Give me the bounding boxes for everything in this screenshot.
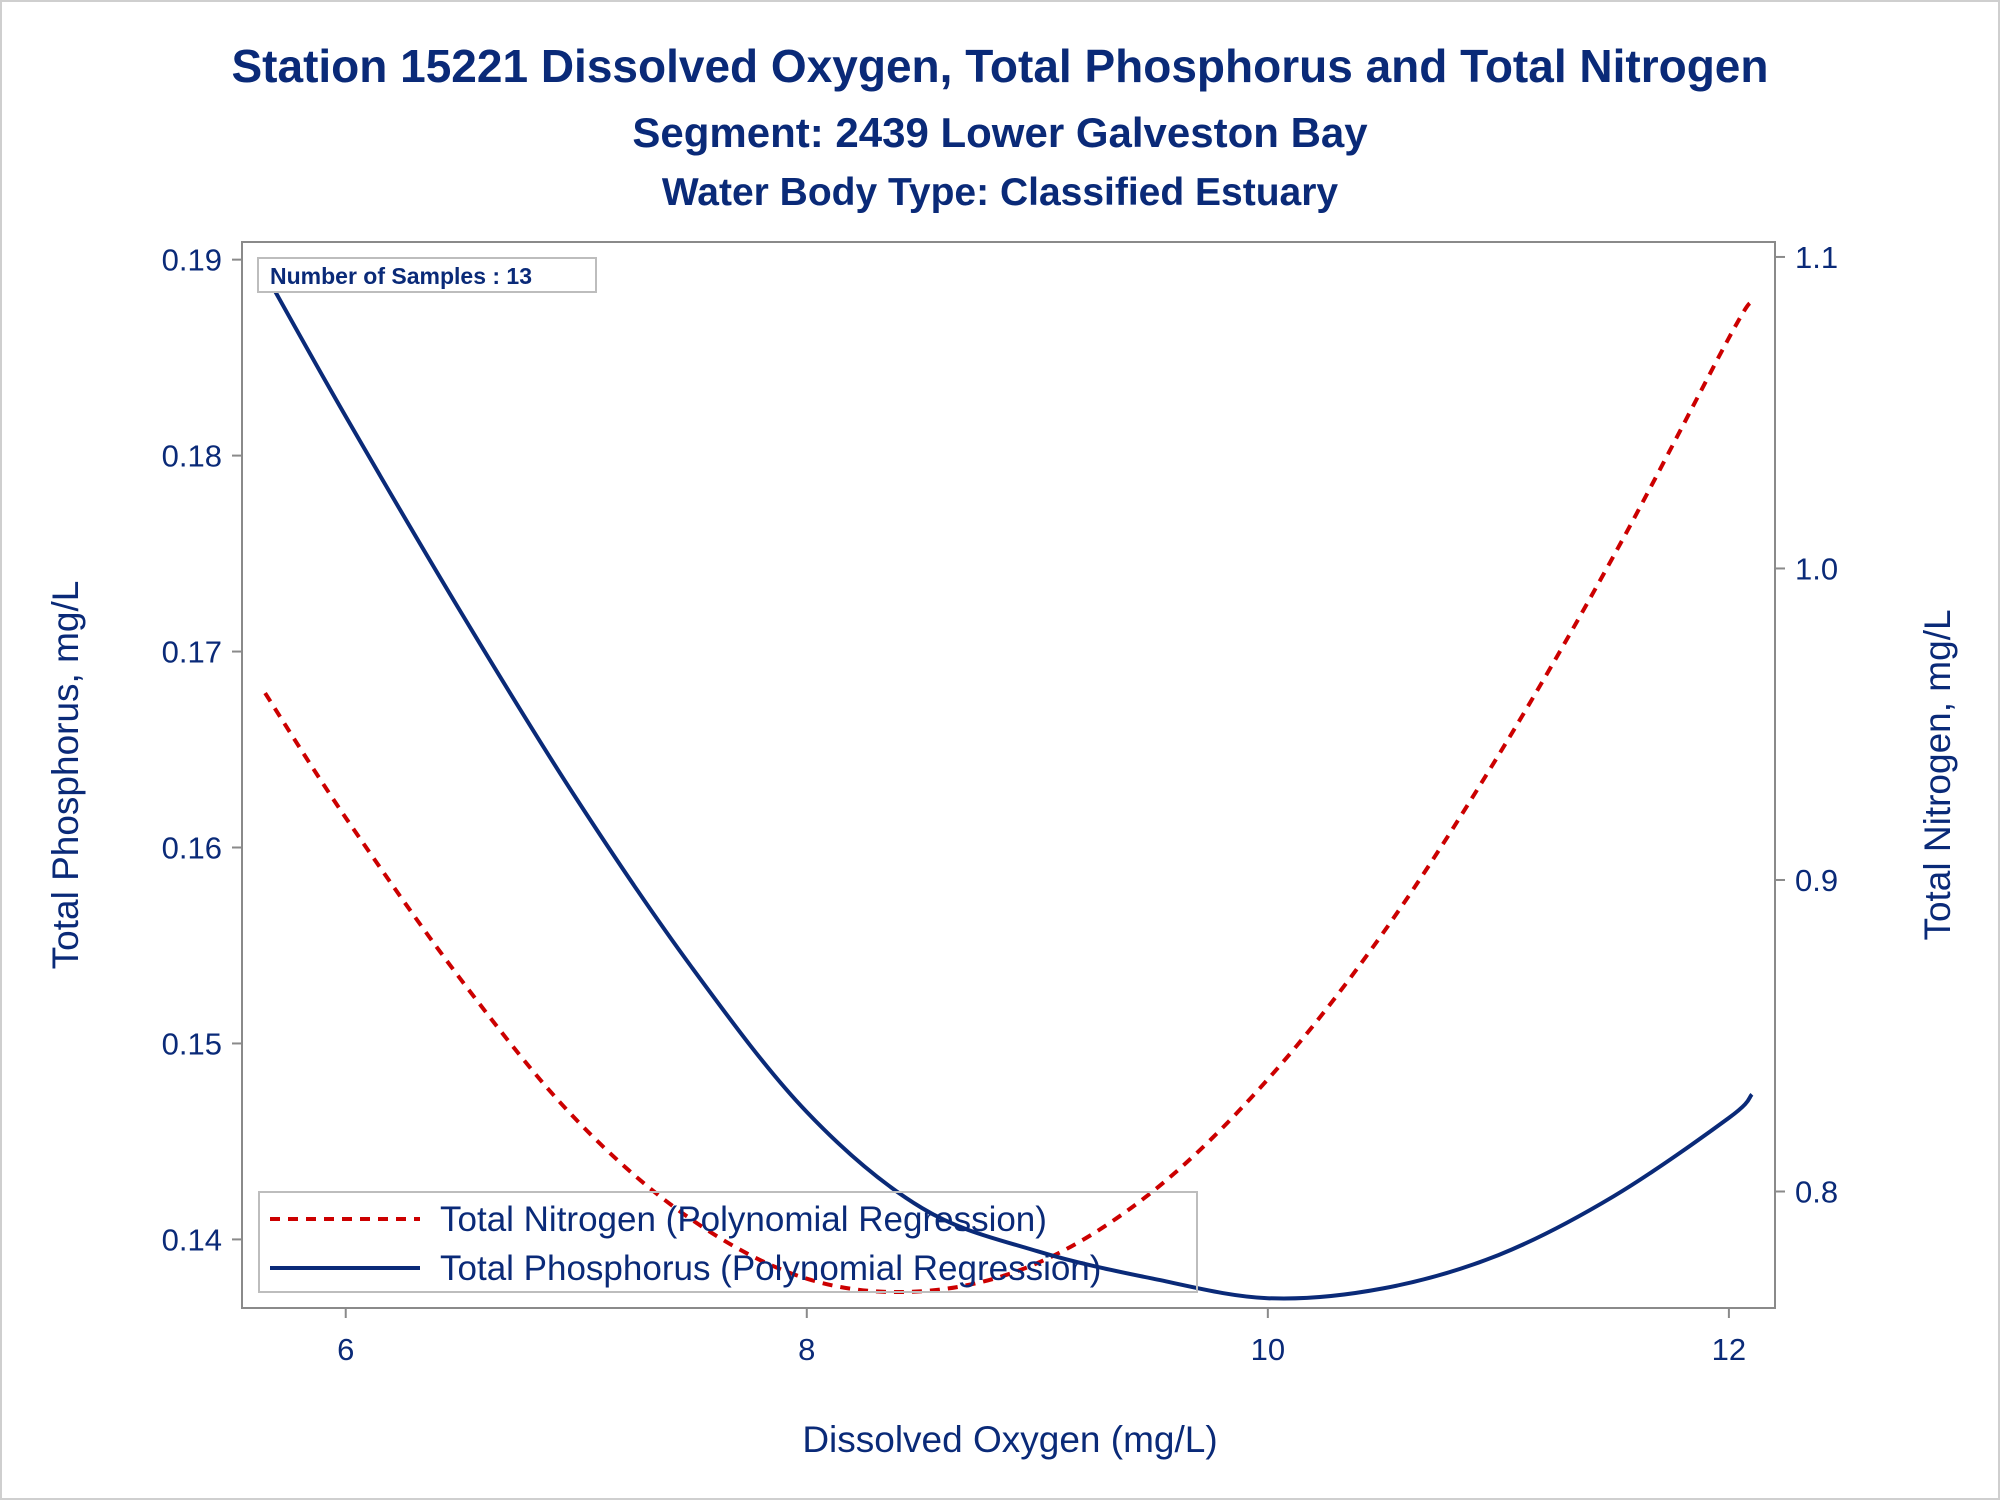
- y-left-tick-label: 0.18: [162, 439, 222, 474]
- x-tick-label: 8: [798, 1332, 815, 1367]
- x-axis-label: Dissolved Oxygen (mg/L): [802, 1419, 1217, 1460]
- y-left-tick-label: 0.14: [162, 1222, 222, 1257]
- series-layer: [263, 272, 1754, 1301]
- y-axis-left: 0.14 0.15 0.16 0.17 0.18 0.19: [162, 243, 242, 1257]
- y-right-tick-label: 0.8: [1795, 1174, 1838, 1209]
- y-axis-right: 0.8 0.9 1.0 1.1: [1775, 240, 1838, 1209]
- y-right-tick-label: 0.9: [1795, 863, 1838, 898]
- x-tick-label: 10: [1251, 1332, 1285, 1367]
- sample-count-box: Number of Samples : 13: [257, 257, 597, 293]
- x-tick-label: 12: [1712, 1332, 1746, 1367]
- series-line-total-nitrogen: [263, 299, 1754, 1295]
- sample-count-text: Number of Samples : 13: [270, 263, 532, 289]
- x-tick-label: 6: [337, 1332, 354, 1367]
- y-axis-right-label: Total Nitrogen, mg/L: [1917, 609, 1958, 940]
- legend: Total Nitrogen (Polynomial Regression) T…: [258, 1191, 1198, 1293]
- chart-subtitle: Segment: 2439 Lower Galveston Bay: [632, 109, 1368, 156]
- x-axis: 6 8 10 12: [337, 1308, 1746, 1367]
- plot-area: [241, 241, 1776, 1309]
- y-left-tick-label: 0.16: [162, 831, 222, 866]
- legend-label-total-phosphorus: Total Phosphorus (Polynomial Regression): [440, 1249, 1101, 1288]
- y-right-tick-label: 1.1: [1795, 240, 1838, 275]
- chart-title: Station 15221 Dissolved Oxygen, Total Ph…: [231, 40, 1768, 92]
- chart-subtitle-2: Water Body Type: Classified Estuary: [662, 171, 1338, 214]
- y-right-tick-label: 1.0: [1795, 551, 1838, 586]
- series-line-total-phosphorus: [263, 272, 1754, 1301]
- y-left-tick-label: 0.17: [162, 635, 222, 670]
- y-left-tick-label: 0.15: [162, 1026, 222, 1061]
- legend-label-total-nitrogen: Total Nitrogen (Polynomial Regression): [440, 1200, 1047, 1239]
- y-left-tick-label: 0.19: [162, 243, 222, 278]
- legend-frame: [258, 1191, 1198, 1293]
- y-axis-left-label: Total Phosphorus, mg/L: [45, 581, 86, 970]
- sample-count-frame: [257, 257, 597, 293]
